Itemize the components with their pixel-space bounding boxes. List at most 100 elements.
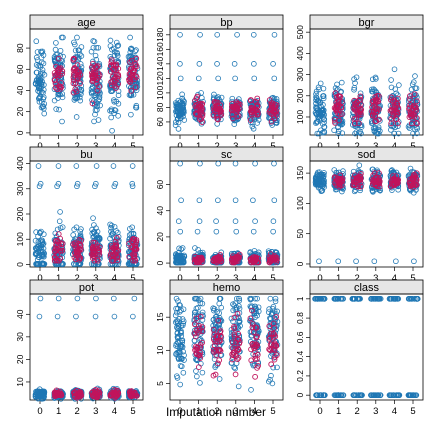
imputed-point: [108, 251, 114, 258]
observed-point: [313, 94, 319, 100]
observed-point: [179, 100, 185, 106]
y-tick-label: 60: [15, 64, 25, 74]
observed-point: [177, 349, 183, 356]
observed-point: [319, 129, 326, 136]
observed-point: [216, 376, 223, 382]
imputed-point: [77, 80, 83, 87]
observed-point: [180, 259, 187, 265]
observed-point: [338, 296, 344, 302]
observed-point: [39, 241, 46, 248]
imputed-point: [211, 98, 218, 105]
observed-point: [230, 301, 236, 308]
observed-point: [175, 126, 182, 132]
x-tick-label: 1: [336, 141, 341, 152]
y-tick-label: 0.4: [295, 350, 305, 362]
imputed-point: [252, 373, 258, 380]
observed-point: [269, 310, 276, 316]
y-tick-label: 100: [155, 86, 165, 100]
observed-point: [109, 230, 116, 237]
imputed-point: [114, 235, 120, 241]
imputed-point: [358, 183, 364, 190]
observed-point: [273, 96, 280, 102]
x-tick-label: 5: [410, 141, 415, 152]
observed-point: [320, 296, 327, 302]
imputed-point: [196, 364, 202, 370]
observed-point: [320, 101, 326, 108]
y-tick-label: 180: [155, 27, 165, 41]
imputed-point: [250, 108, 257, 114]
observed-point: [77, 61, 84, 67]
observed-point: [314, 175, 320, 182]
observed-point: [41, 71, 48, 78]
imputed-point: [215, 116, 221, 123]
observed-point: [35, 390, 42, 396]
x-tick-label: 3: [233, 141, 238, 152]
imputed-point: [76, 255, 83, 261]
imputed-point: [89, 100, 96, 107]
observed-point: [314, 118, 321, 125]
imputed-point: [389, 104, 396, 110]
observed-point: [370, 392, 377, 398]
observed-point: [173, 254, 180, 261]
observed-point: [313, 100, 319, 107]
imputed-point: [254, 109, 261, 115]
observed-point: [172, 122, 179, 128]
observed-point: [51, 56, 58, 62]
observed-point: [339, 79, 345, 86]
imputed-point: [113, 388, 119, 394]
observed-point: [198, 90, 204, 96]
observed-point: [91, 38, 98, 45]
imputed-point: [196, 322, 202, 329]
observed-point: [115, 92, 122, 99]
observed-point: [41, 101, 48, 107]
observed-point: [317, 172, 323, 178]
imputed-point: [230, 259, 237, 266]
observed-point: [396, 392, 403, 398]
imputed-point: [194, 257, 200, 263]
panel-frame: [169, 293, 284, 401]
imputed-point: [374, 92, 381, 99]
imputed-point: [412, 105, 418, 111]
y-tick-label: 0.6: [295, 331, 305, 343]
imputed-point: [406, 105, 412, 112]
observed-point: [88, 85, 95, 92]
imputed-point: [254, 101, 261, 108]
observed-point: [180, 106, 186, 113]
observed-point: [351, 76, 357, 82]
x-tick-label: 1: [336, 406, 341, 417]
imputed-point: [234, 348, 241, 354]
observed-point: [196, 218, 203, 224]
observed-point: [314, 392, 321, 398]
observed-point: [90, 215, 96, 221]
panel-frame: [29, 293, 144, 401]
observed-point: [377, 296, 384, 302]
imputed-point: [58, 390, 64, 397]
observed-point: [34, 261, 41, 267]
imputed-point: [70, 77, 77, 83]
imputed-point: [131, 252, 138, 259]
observed-point: [115, 42, 122, 49]
imputed-point: [270, 342, 277, 349]
imputed-point: [335, 99, 342, 106]
y-tick-label: 140: [155, 56, 165, 70]
imputed-point: [199, 113, 206, 119]
imputed-point: [215, 360, 221, 367]
observed-point: [272, 351, 279, 357]
imputed-point: [266, 259, 273, 266]
observed-point: [77, 261, 83, 267]
imputed-point: [216, 357, 222, 364]
observed-point: [38, 89, 45, 95]
observed-point: [371, 258, 378, 265]
imputed-point: [90, 60, 96, 67]
observed-point: [71, 39, 77, 46]
imputed-point: [56, 241, 62, 248]
observed-point: [107, 54, 114, 60]
x-tick-label: 4: [112, 273, 117, 284]
observed-point: [91, 92, 98, 99]
observed-point: [386, 392, 393, 398]
imputed-point: [96, 72, 103, 79]
imputed-point: [269, 105, 276, 112]
x-tick-label: 0: [317, 406, 322, 417]
observed-point: [111, 234, 117, 240]
observed-point: [33, 62, 40, 68]
